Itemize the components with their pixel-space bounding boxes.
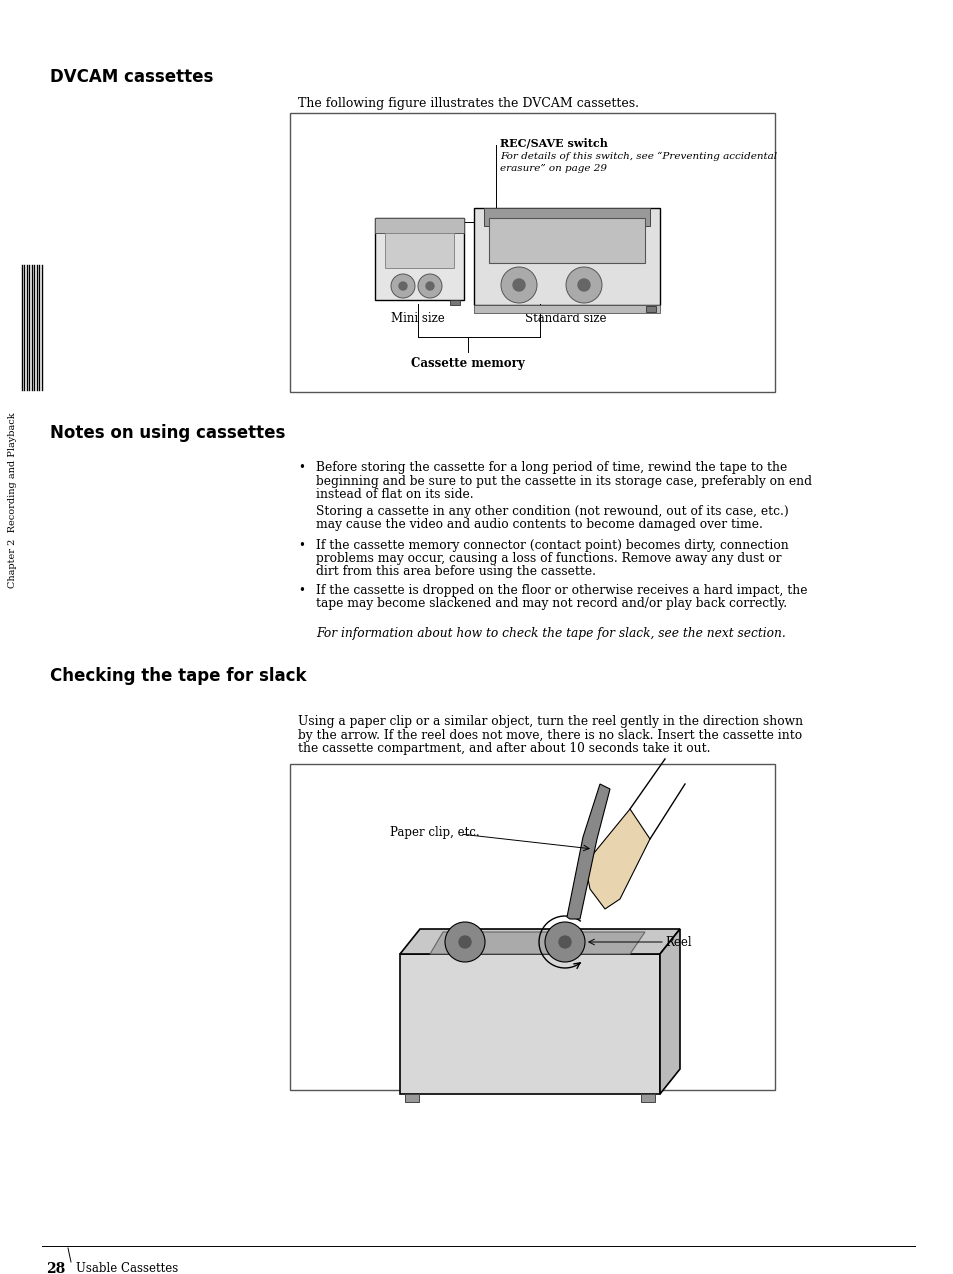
Text: Usable Cassettes: Usable Cassettes [76,1263,178,1274]
Text: beginning and be sure to put the cassette in its storage case, preferably on end: beginning and be sure to put the cassett… [315,474,811,488]
Text: erasure” on page 29: erasure” on page 29 [499,164,606,173]
Bar [405,1094,418,1102]
Text: •: • [297,583,305,598]
Text: If the cassette memory connector (contact point) becomes dirty, connection: If the cassette memory connector (contac… [315,539,788,552]
Polygon shape [430,933,644,954]
Text: The following figure illustrates the DVCAM cassettes.: The following figure illustrates the DVC… [297,97,639,110]
Text: 28: 28 [46,1263,65,1274]
Circle shape [426,282,434,290]
Bar [640,1094,655,1102]
Text: Standard size: Standard size [525,312,606,325]
Text: tape may become slackened and may not record and/or play back correctly.: tape may become slackened and may not re… [315,598,786,610]
Text: Before storing the cassette for a long period of time, rewind the tape to the: Before storing the cassette for a long p… [315,461,786,474]
Circle shape [398,282,407,290]
Bar [375,218,463,299]
Text: Paper clip, etc.: Paper clip, etc. [390,826,479,840]
Bar [483,208,649,225]
Text: Mini size: Mini size [391,312,444,325]
Text: Storing a cassette in any other condition (not rewound, out of its case, etc.): Storing a cassette in any other conditio… [315,505,788,517]
Text: For information about how to check the tape for slack, see the next section.: For information about how to check the t… [315,627,785,640]
Text: by the arrow. If the reel does not move, there is no slack. Insert the cassette : by the arrow. If the reel does not move,… [297,729,801,741]
Circle shape [444,922,484,962]
Polygon shape [659,929,679,1094]
Bar [450,299,459,304]
Circle shape [544,922,584,962]
Bar [645,306,656,312]
Bar [474,304,659,313]
Text: problems may occur, causing a loss of functions. Remove away any dust or: problems may occur, causing a loss of fu… [315,552,781,564]
Text: Notes on using cassettes: Notes on using cassettes [50,424,285,442]
Text: If the cassette is dropped on the floor or otherwise receives a hard impact, the: If the cassette is dropped on the floor … [315,583,806,598]
Text: DVCAM cassettes: DVCAM cassettes [50,68,213,87]
Text: the cassette compartment, and after about 10 seconds take it out.: the cassette compartment, and after abou… [297,741,710,755]
Text: REC/SAVE switch: REC/SAVE switch [499,138,607,149]
Polygon shape [399,929,679,954]
Text: •: • [297,539,305,552]
Text: •: • [297,461,305,474]
Bar [375,218,463,233]
Bar [474,208,659,304]
Text: may cause the video and audio contents to become damaged over time.: may cause the video and audio contents t… [315,519,762,531]
Circle shape [458,936,471,948]
Text: Chapter 2  Recording and Playback: Chapter 2 Recording and Playback [9,413,17,587]
Circle shape [417,274,441,298]
Text: Using a paper clip or a similar object, turn the reel gently in the direction sh: Using a paper clip or a similar object, … [297,715,802,727]
Bar [290,113,774,392]
Polygon shape [566,784,609,919]
Polygon shape [584,809,649,910]
Circle shape [578,279,589,290]
Text: Cassette memory: Cassette memory [411,357,524,369]
Circle shape [565,268,601,303]
Circle shape [500,268,537,303]
Text: dirt from this area before using the cassette.: dirt from this area before using the cas… [315,566,596,578]
Bar [399,954,659,1094]
Text: For details of this switch, see “Preventing accidental: For details of this switch, see “Prevent… [499,152,777,162]
Text: Reel: Reel [664,936,691,949]
Circle shape [391,274,415,298]
Bar [290,764,774,1091]
Circle shape [558,936,571,948]
Bar [489,218,644,262]
Text: Checking the tape for slack: Checking the tape for slack [50,668,306,685]
Circle shape [513,279,524,290]
Text: instead of flat on its side.: instead of flat on its side. [315,488,473,501]
Bar [385,233,454,268]
